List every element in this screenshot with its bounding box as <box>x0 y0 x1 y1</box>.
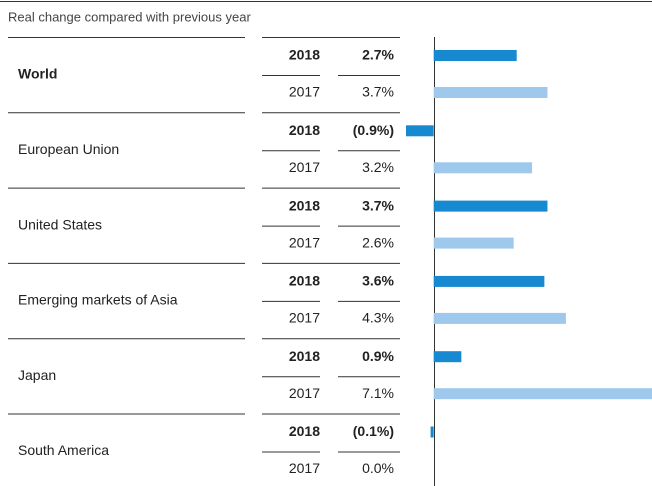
bar <box>433 351 462 363</box>
category-label: South America <box>18 442 109 458</box>
bar <box>433 237 514 249</box>
series-label: 2018 <box>289 47 320 63</box>
bar <box>433 87 548 98</box>
value-label: 7.1% <box>362 385 394 401</box>
bar <box>406 125 434 137</box>
bar <box>430 426 434 438</box>
series-label: 2017 <box>289 234 320 250</box>
bar <box>433 200 548 212</box>
bar <box>433 50 517 61</box>
series-label: 2018 <box>289 273 320 289</box>
category-label: World <box>18 66 57 82</box>
chart-subtitle: Real change compared with previous year <box>8 9 251 24</box>
value-label: 3.2% <box>362 159 394 175</box>
value-label: (0.1%) <box>353 423 394 439</box>
series-label: 2017 <box>289 84 320 100</box>
value-label: (0.9%) <box>353 122 394 138</box>
series-label: 2018 <box>289 423 320 439</box>
value-label: 3.7% <box>362 197 394 213</box>
bar <box>433 312 566 324</box>
value-label: 0.0% <box>362 460 394 476</box>
series-label: 2018 <box>289 197 320 213</box>
series-label: 2017 <box>289 310 320 326</box>
value-label: 4.3% <box>362 310 394 326</box>
category-label: Japan <box>18 367 56 383</box>
bar <box>433 275 545 287</box>
category-label: Emerging markets of Asia <box>18 292 178 308</box>
series-label: 2018 <box>289 122 320 138</box>
value-label: 3.7% <box>362 84 394 100</box>
category-label: United States <box>18 216 102 232</box>
value-label: 2.7% <box>362 47 394 63</box>
series-label: 2018 <box>289 348 320 364</box>
value-label: 2.6% <box>362 234 394 250</box>
value-label: 0.9% <box>362 348 394 364</box>
category-label: European Union <box>18 141 119 157</box>
series-label: 2017 <box>289 460 320 476</box>
series-label: 2017 <box>289 159 320 175</box>
value-label: 3.6% <box>362 273 394 289</box>
bar <box>433 388 652 400</box>
series-label: 2017 <box>289 385 320 401</box>
bar <box>433 162 533 174</box>
